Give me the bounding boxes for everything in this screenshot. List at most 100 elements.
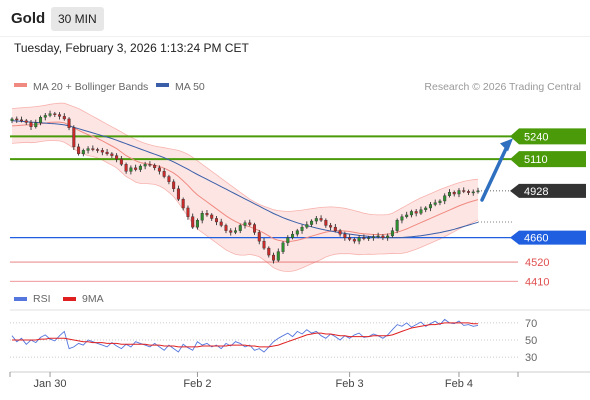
candle-body [186,207,190,217]
ma50-legend-label: MA 50 [175,81,205,93]
candle-body [119,158,123,165]
time-tick-label: Feb 2 [183,378,211,390]
bollinger-lower-line [11,140,479,272]
candle-body [371,236,375,238]
candle-body [300,226,304,231]
candle-body [134,167,138,170]
candle-body [443,195,447,202]
candle-body [191,216,195,228]
rsi-tick-label: 50 [525,335,537,347]
candle-body [295,230,299,235]
candle-body [390,230,394,237]
candle-body [110,153,114,156]
candle-body [129,167,133,172]
candle-body [352,239,356,242]
candle-body [405,214,409,217]
level-4520-label: 4520 [525,257,549,269]
candle-body [424,207,428,210]
candle-body [386,235,390,238]
time-axis: Jan 30 Feb 2 Feb 3 Feb 4 [9,372,519,390]
candle-body [20,119,24,122]
candles [10,110,480,264]
level-4928-label: 4928 [524,186,548,198]
candle-body [314,218,318,222]
level-4928-tag [510,183,586,198]
candle-body [471,191,475,194]
candle-body [181,199,185,209]
candle-body [58,114,62,117]
candle-body [433,202,437,205]
candle-body [96,149,100,151]
candle-body [10,118,14,121]
candle-body [143,164,147,167]
time-tick-label: Jan 30 [34,378,67,390]
time-tick-label: Feb 4 [445,378,473,390]
candle-body [414,211,418,214]
candle-body [310,220,314,225]
rsi-tick-label: 70 [525,318,537,330]
candle-body [81,150,85,155]
candle-body [324,219,328,226]
candle-body [200,212,204,221]
candle-body [291,233,295,238]
candle-body [29,122,33,127]
candle-body [476,190,480,193]
candle-body [362,237,366,239]
rsi-legend-label: RSI [33,293,51,305]
candle-body [400,216,404,221]
rsi-line [11,318,479,353]
time-tick-label: Feb 3 [336,378,364,390]
ma50-line [11,120,479,239]
candle-body [219,221,223,226]
candle-body [100,150,104,153]
candle-body [138,165,142,170]
candle-body [276,251,280,261]
candle-body [34,122,38,127]
timeframe-badge[interactable]: 30 MIN [51,7,104,31]
rsi-ma-legend-swatch [63,297,76,301]
rsi-ma-line [12,322,478,348]
candle-body [348,237,352,240]
candle-body [224,225,228,231]
candle-body [210,214,214,219]
candle-body [376,235,380,238]
candle-body [167,176,171,182]
forecast-arrow [480,138,513,202]
candle-body [319,218,323,221]
candle-body [195,219,199,228]
candle-body [409,211,413,216]
candle-body [281,242,285,252]
candle-body [233,230,237,233]
candle-body [357,237,361,242]
candle-body [53,113,57,115]
chart-frame [10,309,590,373]
candle-body [257,232,261,242]
rsi-tick-label: 30 [525,352,537,364]
candle-body [24,120,28,123]
rsi-ma-legend-label: 9MA [82,293,104,305]
instrument-title: Gold [11,10,46,27]
candle-body [286,237,290,244]
candle-body [333,226,337,231]
candle-body [229,230,233,233]
candle-body [248,222,252,225]
candle-body [243,222,247,226]
candle-body [115,155,119,160]
candle-body [253,224,257,233]
candle-body [62,116,66,120]
candle-body [39,116,43,123]
candle-body [105,151,109,155]
level-4410-label: 4410 [525,276,549,288]
candle-body [367,237,371,239]
candle-body [67,118,71,128]
key-levels: 5240 5110 4928 4660 4520 4410 [10,128,586,288]
candle-body [91,148,95,150]
candle-body [457,190,461,195]
candle-body [148,164,152,166]
bollinger-upper-line [11,102,479,216]
timestamp: Tuesday, February 3, 2026 1:13:24 PM CET [14,41,249,55]
candle-body [214,218,218,223]
candle-body [86,148,90,151]
header-divider [0,36,590,37]
